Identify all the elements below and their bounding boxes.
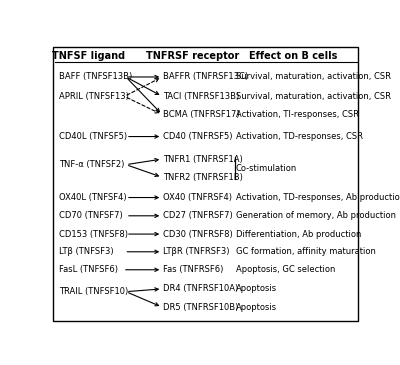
Text: Differentiation, Ab production: Differentiation, Ab production	[236, 230, 361, 239]
Text: TNFSF ligand: TNFSF ligand	[52, 51, 125, 61]
Text: Activation, TD-responses, Ab production: Activation, TD-responses, Ab production	[236, 193, 400, 202]
Text: CD70 (TNFSF7): CD70 (TNFSF7)	[59, 211, 123, 220]
Text: BAFFR (TNFRSF13C): BAFFR (TNFRSF13C)	[163, 73, 248, 81]
Text: Survival, maturation, activation, CSR: Survival, maturation, activation, CSR	[236, 92, 391, 101]
Text: TACI (TNFRSF13B): TACI (TNFRSF13B)	[163, 92, 239, 101]
Text: Co-stimulation: Co-stimulation	[236, 164, 297, 173]
Text: Activation, TD-responses, CSR: Activation, TD-responses, CSR	[236, 132, 363, 141]
Text: LTβ (TNFSF3): LTβ (TNFSF3)	[59, 247, 114, 256]
Text: Effect on B cells: Effect on B cells	[249, 51, 338, 61]
Text: CD30 (TNFRSF8): CD30 (TNFRSF8)	[163, 230, 233, 239]
Text: GC formation, affinity maturation: GC formation, affinity maturation	[236, 247, 376, 256]
Text: Apoptosis: Apoptosis	[236, 303, 277, 312]
Text: BCMA (TNFRSF17): BCMA (TNFRSF17)	[163, 110, 240, 119]
Text: DR5 (TNFRSF10B): DR5 (TNFRSF10B)	[163, 303, 238, 312]
Text: FasL (TNFSF6): FasL (TNFSF6)	[59, 265, 118, 274]
Text: CD27 (TNFRSF7): CD27 (TNFRSF7)	[163, 211, 233, 220]
Text: TRAIL (TNFSF10): TRAIL (TNFSF10)	[59, 287, 128, 296]
Text: BAFF (TNFSF13B): BAFF (TNFSF13B)	[59, 73, 132, 81]
Text: Survival, maturation, activation, CSR: Survival, maturation, activation, CSR	[236, 73, 391, 81]
Text: Apoptosis: Apoptosis	[236, 284, 277, 293]
Text: Apoptosis, GC selection: Apoptosis, GC selection	[236, 265, 335, 274]
Text: CD153 (TNFSF8): CD153 (TNFSF8)	[59, 230, 128, 239]
Text: Fas (TNFRSF6): Fas (TNFRSF6)	[163, 265, 224, 274]
Text: CD40L (TNFSF5): CD40L (TNFSF5)	[59, 132, 128, 141]
Text: TNFR1 (TNFRSF1A): TNFR1 (TNFRSF1A)	[163, 154, 243, 164]
Text: TNF-α (TNFSF2): TNF-α (TNFSF2)	[59, 160, 125, 169]
Text: OX40 (TNFRSF4): OX40 (TNFRSF4)	[163, 193, 232, 202]
Text: TNFR2 (TNFRSF1B): TNFR2 (TNFRSF1B)	[163, 173, 243, 182]
Text: CD40 (TNFRSF5): CD40 (TNFRSF5)	[163, 132, 233, 141]
Text: Generation of memory, Ab production: Generation of memory, Ab production	[236, 211, 396, 220]
Text: TNFRSF receptor: TNFRSF receptor	[146, 51, 239, 61]
Text: Activation, TI-responses, CSR: Activation, TI-responses, CSR	[236, 110, 359, 119]
Text: APRIL (TNFSF13): APRIL (TNFSF13)	[59, 92, 129, 101]
Text: DR4 (TNFRSF10A): DR4 (TNFRSF10A)	[163, 284, 238, 293]
Text: OX40L (TNFSF4): OX40L (TNFSF4)	[59, 193, 127, 202]
Text: LTβR (TNFRSF3): LTβR (TNFRSF3)	[163, 247, 230, 256]
FancyBboxPatch shape	[53, 47, 358, 320]
